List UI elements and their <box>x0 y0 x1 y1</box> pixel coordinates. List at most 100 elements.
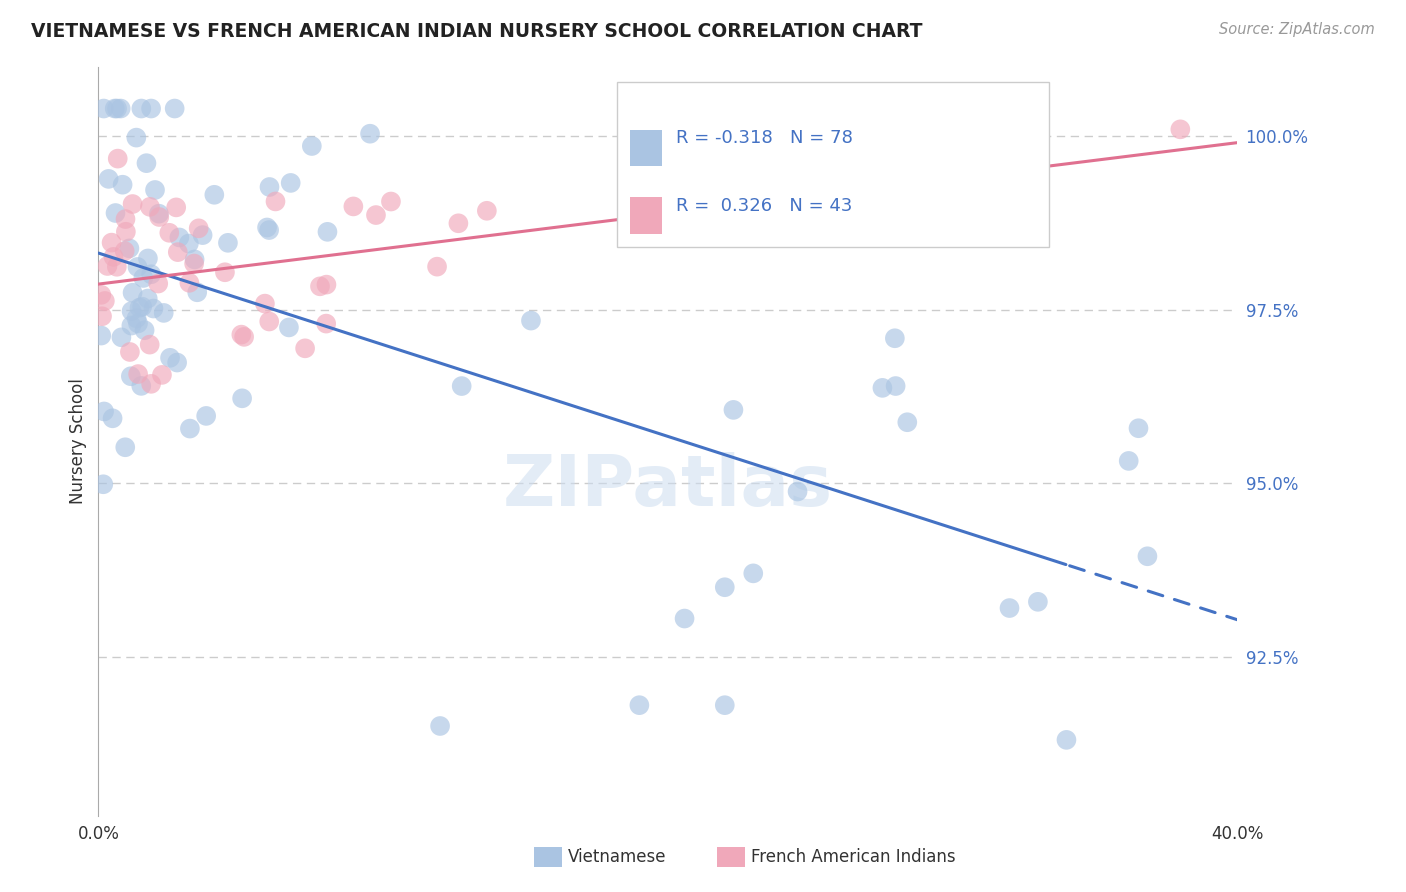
Point <box>315 317 337 331</box>
Point <box>134 323 156 337</box>
Point <box>342 199 364 213</box>
Point <box>177 236 200 251</box>
Point <box>141 267 163 281</box>
Point <box>253 296 276 310</box>
Point <box>105 260 128 274</box>
Point <box>159 351 181 365</box>
Point <box>259 180 281 194</box>
Point <box>714 580 737 594</box>
Point <box>114 244 136 258</box>
Point <box>111 178 134 192</box>
Point <box>257 223 280 237</box>
Point <box>120 318 142 333</box>
Point <box>105 102 128 116</box>
Point <box>114 212 136 227</box>
Point <box>364 208 387 222</box>
Point <box>872 381 894 395</box>
Point <box>121 197 143 211</box>
Point <box>136 252 159 266</box>
Point <box>148 277 170 291</box>
Point <box>136 292 159 306</box>
Point <box>884 379 907 393</box>
Point <box>280 176 302 190</box>
Text: VIETNAMESE VS FRENCH AMERICAN INDIAN NURSERY SCHOOL CORRELATION CHART: VIETNAMESE VS FRENCH AMERICAN INDIAN NUR… <box>31 22 922 41</box>
Y-axis label: Nursery School: Nursery School <box>69 378 87 505</box>
Point <box>294 341 316 355</box>
Point <box>183 252 205 267</box>
Point <box>118 241 141 255</box>
Point <box>257 314 280 328</box>
Point <box>131 300 153 314</box>
Point <box>127 260 149 274</box>
Point <box>125 311 148 326</box>
Point <box>214 265 236 279</box>
Text: French American Indians: French American Indians <box>751 848 956 866</box>
Point <box>186 285 208 300</box>
Bar <box>630 129 662 166</box>
Point <box>90 328 112 343</box>
Point <box>148 210 170 224</box>
Point <box>152 306 174 320</box>
Point <box>143 183 166 197</box>
Point <box>150 368 173 382</box>
Point <box>100 235 122 250</box>
Point <box>998 601 1021 615</box>
Point <box>128 301 150 315</box>
Point <box>426 260 449 274</box>
Point <box>450 379 472 393</box>
Point <box>187 221 209 235</box>
Point <box>673 611 696 625</box>
Point <box>127 367 149 381</box>
Point <box>183 256 205 270</box>
Point <box>91 477 114 491</box>
Point <box>138 337 160 351</box>
Point <box>104 102 127 116</box>
Point <box>101 411 124 425</box>
Point <box>163 102 186 116</box>
Text: Source: ZipAtlas.com: Source: ZipAtlas.com <box>1219 22 1375 37</box>
Point <box>316 225 339 239</box>
Point <box>132 271 155 285</box>
Point <box>264 194 287 209</box>
Point <box>883 331 905 345</box>
Point <box>148 207 170 221</box>
Point <box>233 330 256 344</box>
Point <box>1026 595 1049 609</box>
Point <box>309 279 332 293</box>
Point <box>121 304 143 318</box>
Point <box>142 301 165 316</box>
Point <box>110 102 132 116</box>
Point <box>429 719 451 733</box>
Point <box>231 392 253 406</box>
Point <box>118 345 141 359</box>
Point <box>129 379 152 393</box>
Point <box>93 404 115 418</box>
Text: Vietnamese: Vietnamese <box>568 848 666 866</box>
Point <box>628 698 651 713</box>
Point <box>179 276 201 290</box>
Point <box>107 152 129 166</box>
Point <box>104 206 127 220</box>
Point <box>157 226 180 240</box>
Point <box>202 187 225 202</box>
Point <box>127 317 149 331</box>
Point <box>723 403 745 417</box>
Point <box>125 130 148 145</box>
Point <box>165 200 187 214</box>
Point <box>742 566 765 581</box>
Point <box>179 421 201 435</box>
Point <box>97 172 120 186</box>
Point <box>103 250 125 264</box>
Point <box>131 102 153 116</box>
FancyBboxPatch shape <box>617 82 1049 247</box>
Point <box>359 127 381 141</box>
Point <box>93 102 115 116</box>
Bar <box>630 197 662 234</box>
Point <box>139 376 162 391</box>
Point <box>1128 421 1150 435</box>
Point <box>475 203 498 218</box>
Point <box>135 156 157 170</box>
Point <box>166 355 188 369</box>
Point <box>114 440 136 454</box>
Point <box>195 409 218 423</box>
